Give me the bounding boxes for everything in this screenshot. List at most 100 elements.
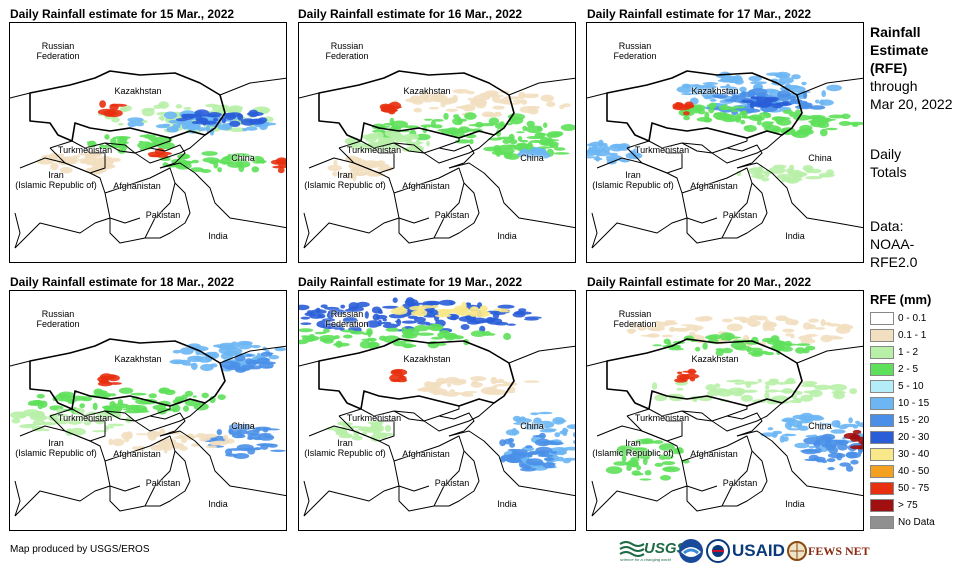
legend-label: 5 - 10 (898, 381, 924, 392)
usgs-wave-icon (619, 541, 645, 557)
country-label-russia: Russian Federation (36, 309, 80, 329)
legend-swatch (870, 482, 894, 495)
usgs-wordmark: USGS (644, 540, 687, 557)
legend-label: 40 - 50 (898, 466, 930, 477)
country-label-india: India (785, 499, 805, 509)
usaid-seal-icon (706, 539, 730, 563)
country-borders (587, 70, 863, 249)
sidebar-title: Rainfall Estimate (RFE) through Mar 20, … (870, 23, 953, 113)
rainfall-map-canvas (299, 70, 575, 249)
country-borders (299, 70, 575, 249)
panel-title-3: Daily Rainfall estimate for 17 Mar., 202… (587, 7, 812, 21)
rainfall-map-canvas (587, 315, 863, 517)
legend-label: 0 - 0.1 (898, 313, 927, 324)
legend-swatch (870, 380, 894, 393)
sidebar-through-date: Mar 20, 2022 (870, 96, 953, 112)
country-label-turkmenistan: Turkmenistan (346, 145, 402, 155)
country-label-kazakhstan: Kazakhstan (114, 86, 162, 96)
country-label-afghanistan: Afghanistan (690, 449, 738, 459)
country-label-turkmenistan: Turkmenistan (634, 145, 690, 155)
country-label-afghanistan: Afghanistan (402, 181, 450, 191)
country-label-china: China (520, 421, 544, 431)
usgs-tagline: science for a changing world (620, 557, 671, 562)
country-label-turkmenistan: Turkmenistan (57, 145, 113, 155)
legend-label: No Data (898, 517, 935, 528)
sidebar-totals: Daily Totals (870, 145, 907, 181)
rainfall-fields (605, 315, 863, 481)
country-borders (10, 338, 286, 517)
country-label-russia: Russian Federation (613, 309, 657, 329)
country-label-pakistan: Pakistan (145, 478, 181, 488)
country-label-russia: Russian Federation (325, 41, 369, 61)
country-label-kazakhstan: Kazakhstan (403, 86, 451, 96)
legend-swatch (870, 431, 894, 444)
rainfall-fields (587, 71, 863, 184)
map-credit: Map produced by USGS/EROS (10, 544, 150, 555)
country-label-russia: Russian Federation (36, 41, 80, 61)
sidebar-data-line1: Data: (870, 218, 904, 234)
country-label-china: China (231, 153, 255, 163)
country-borders (587, 338, 863, 517)
country-label-kazakhstan: Kazakhstan (403, 354, 451, 364)
legend-swatch (870, 414, 894, 427)
rainfall-fields (36, 100, 286, 175)
legend-label: 0.1 - 1 (898, 330, 927, 341)
rainfall-fields (299, 297, 575, 472)
legend-swatch (870, 346, 894, 359)
sidebar-totals-line2: Totals (870, 164, 907, 180)
rainfall-map-4: Russian Federation Kazakhstan Turkmenistan I… (9, 290, 287, 531)
fewsnet-globe-icon (787, 541, 807, 561)
country-label-india: India (497, 231, 517, 241)
country-label-kazakhstan: Kazakhstan (114, 354, 162, 364)
country-label-china: China (808, 421, 832, 431)
country-label-india: India (208, 231, 228, 241)
country-label-pakistan: Pakistan (434, 478, 470, 488)
rainfall-map-canvas (10, 70, 286, 249)
noaa-emblem-icon (679, 539, 703, 563)
rainfall-map-5: Russian Federation Kazakhstan Turkmenistan I… (298, 290, 576, 531)
panel-title-4: Daily Rainfall estimate for 18 Mar., 202… (10, 275, 235, 289)
country-label-pakistan: Pakistan (722, 210, 758, 220)
country-label-pakistan: Pakistan (145, 210, 181, 220)
country-label-iran: Iran (Islamic Republic of) (15, 438, 97, 458)
sidebar-through: through (870, 78, 918, 94)
legend-swatch (870, 312, 894, 325)
legend-swatch (870, 499, 894, 512)
legend-swatch (870, 329, 894, 342)
country-label-afghanistan: Afghanistan (113, 181, 161, 191)
legend-label: 30 - 40 (898, 449, 930, 460)
country-label-turkmenistan: Turkmenistan (346, 413, 402, 423)
panel-title-5: Daily Rainfall estimate for 19 Mar., 202… (298, 275, 523, 289)
country-label-turkmenistan: Turkmenistan (634, 413, 690, 423)
legend-label: 50 - 75 (898, 483, 930, 494)
legend-swatch (870, 448, 894, 461)
sidebar-data-line3: RFE2.0 (870, 254, 918, 270)
legend-label: > 75 (898, 500, 918, 511)
rainfall-map-canvas (299, 297, 575, 517)
country-label-india: India (208, 499, 228, 509)
sidebar-title-line3: (RFE) (870, 60, 908, 76)
legend-label: 10 - 15 (898, 398, 930, 409)
rainfall-map-3: Russian Federation Kazakhstan Turkmenistan I… (586, 22, 864, 263)
country-borders (10, 70, 286, 249)
sidebar-title-line1: Rainfall (870, 24, 921, 40)
country-label-india: India (497, 499, 517, 509)
usaid-logo: USAID (706, 538, 785, 564)
legend-label: 15 - 20 (898, 415, 930, 426)
country-label-russia: Russian Federation (325, 309, 369, 329)
country-borders (299, 338, 575, 517)
country-label-iran: Iran (Islamic Republic of) (304, 438, 386, 458)
country-label-iran: Iran (Islamic Republic of) (592, 438, 674, 458)
usgs-logo: USGS science for a changing world (618, 538, 688, 564)
usaid-wordmark: USAID (732, 541, 785, 560)
rainfall-map-6: Russian Federation Kazakhstan Turkmenistan I… (586, 290, 864, 531)
country-label-iran: Iran (Islamic Republic of) (304, 170, 386, 190)
sidebar-title-line2: Estimate (870, 42, 929, 58)
rainfall-map-canvas (587, 70, 863, 249)
sidebar-data-line2: NOAA- (870, 236, 915, 252)
noaa-logo (678, 538, 704, 564)
rainfall-fields (327, 89, 575, 182)
country-label-india: India (785, 231, 805, 241)
country-label-iran: Iran (Islamic Republic of) (592, 170, 674, 190)
country-label-pakistan: Pakistan (722, 478, 758, 488)
